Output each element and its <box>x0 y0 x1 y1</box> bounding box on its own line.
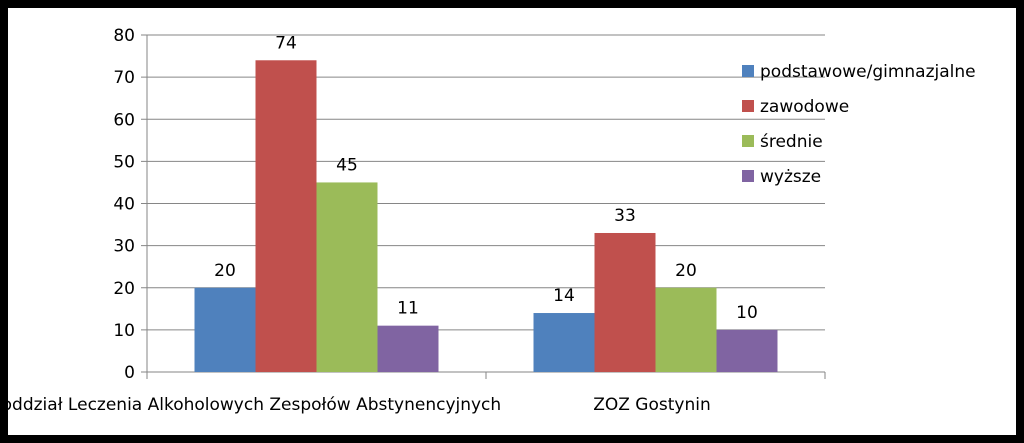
bar <box>655 287 717 372</box>
data-label: 74 <box>275 33 297 53</box>
data-label: 45 <box>336 155 358 175</box>
data-label: 14 <box>553 286 575 306</box>
legend-entry: podstawowe/gimnazjalne <box>760 62 976 82</box>
bar <box>716 329 778 372</box>
y-tick-label: 0 <box>124 363 135 383</box>
y-tick-label: 70 <box>113 68 135 88</box>
y-tick-label: 20 <box>113 279 135 299</box>
legend-swatch <box>742 65 754 77</box>
legend-entry: wyższe <box>760 167 821 187</box>
y-tick-label: 10 <box>113 321 135 341</box>
data-label: 11 <box>397 299 419 319</box>
bar <box>316 182 378 372</box>
y-tick-label: 60 <box>113 110 135 130</box>
category-label: ZOZ Gostynin <box>593 395 711 415</box>
bar <box>594 232 656 372</box>
legend-swatch <box>742 100 754 112</box>
data-label: 20 <box>214 261 236 281</box>
y-tick-label: 80 <box>113 26 135 46</box>
bar <box>255 60 317 373</box>
bar <box>377 325 439 372</box>
data-label: 20 <box>675 261 697 281</box>
legend-entry: zawodowe <box>760 97 849 117</box>
legend-swatch <box>742 135 754 147</box>
y-tick-label: 40 <box>113 195 135 215</box>
y-tick-label: 30 <box>113 237 135 257</box>
legend-entry: średnie <box>760 132 823 152</box>
bar <box>533 313 595 372</box>
category-label: Pododdział Leczenia Alkoholowych Zespołó… <box>0 395 501 415</box>
data-label: 33 <box>614 206 636 226</box>
bar <box>194 287 256 372</box>
y-tick-label: 50 <box>113 152 135 172</box>
legend-swatch <box>742 170 754 182</box>
data-label: 10 <box>736 303 758 323</box>
